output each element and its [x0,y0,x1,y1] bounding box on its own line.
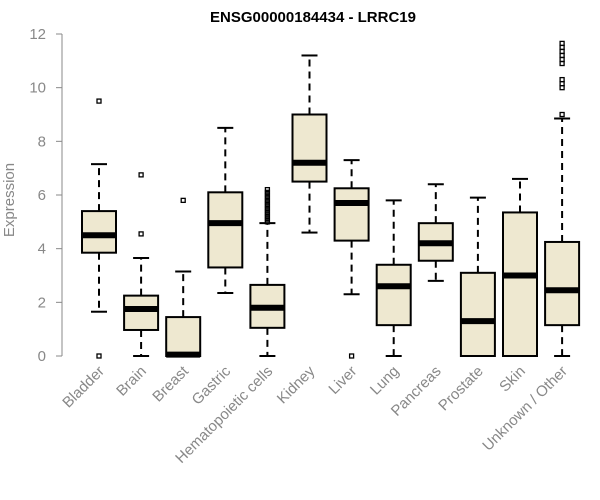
y-tick-label: 4 [38,241,46,258]
y-tick-label: 0 [38,348,46,365]
y-axis-label: Expression [1,163,18,237]
outlier-point [138,172,144,178]
box-10 [502,177,538,357]
box-iqr [459,271,496,358]
box-iqr [291,113,328,183]
outlier-point [96,98,102,104]
box-iqr [165,316,202,358]
outlier-point [264,219,271,225]
box-iqr [502,211,538,357]
outlier-point [264,211,271,217]
y-tick-label: 6 [38,187,46,204]
outlier-point [264,205,271,212]
x-tick-label: Kidney [274,362,319,407]
box-4 [249,186,286,357]
box-8 [417,183,454,282]
outlier-point [264,186,271,193]
y-tick-label: 2 [38,294,46,311]
box-11 [544,40,581,357]
box-1 [123,172,160,357]
x-tick-label: Lung [367,363,403,399]
boxes-group [81,40,581,359]
box-iqr [123,294,160,331]
outlier-point [559,76,565,83]
box-2 [165,197,202,358]
box-iqr [375,263,412,327]
outlier-point [264,192,271,198]
outlier-point [264,213,271,220]
box-0 [81,98,117,359]
box-5 [291,54,328,234]
outlier-point [264,208,271,214]
outlier-point [559,111,565,118]
outlier-point [264,195,271,201]
outlier-point [348,353,355,359]
outlier-point [138,231,144,237]
box-iqr [333,187,370,242]
outlier-point [264,216,271,222]
outlier-point [559,40,565,47]
box-3 [207,126,244,294]
x-tick-label: Bladder [59,363,108,412]
x-tick-label: Skin [496,363,529,396]
chart-title: ENSG00000184434 - LRRC19 [210,9,416,26]
y-tick-label: 8 [38,133,46,150]
outlier-point [264,197,271,204]
box-6 [333,159,370,359]
box-iqr [81,210,117,254]
outlier-point [264,200,271,206]
outlier-point [264,203,271,209]
box-iqr [207,191,244,269]
x-tick-label: Prostate [435,363,487,415]
y-tick-label: 10 [29,80,46,97]
outlier-point [180,197,186,204]
y-axis: 0 2 4 6 8 10 12 [29,26,63,365]
x-tick-label: Brain [113,363,150,400]
outlier-point [96,353,102,359]
box-7 [375,199,412,357]
box-9 [459,196,496,358]
outlier-point [264,189,271,195]
x-tick-label: Breast [149,362,192,405]
box-iqr [544,240,581,327]
y-tick-label: 12 [29,26,46,43]
x-tick-label: Liver [325,363,360,398]
